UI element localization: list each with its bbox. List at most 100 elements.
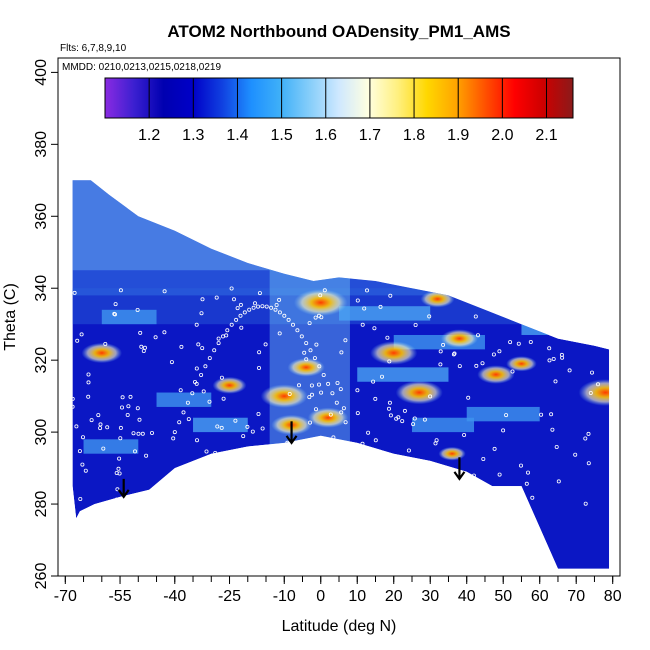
sample-point xyxy=(481,456,486,461)
sample-point xyxy=(194,464,199,469)
sample-point xyxy=(583,436,588,441)
sample-point xyxy=(219,425,224,430)
sample-point xyxy=(75,338,80,343)
sample-point xyxy=(411,422,416,427)
sample-point xyxy=(114,470,119,475)
sample-point xyxy=(400,419,405,424)
sample-point xyxy=(547,358,552,363)
sample-point xyxy=(204,449,209,454)
sample-point xyxy=(313,482,318,487)
sample-point xyxy=(142,345,147,350)
sample-point xyxy=(326,381,331,386)
sample-point xyxy=(332,447,337,452)
dates-subtitle: MMDD: 0210,0213,0215,0218,0219 xyxy=(62,62,221,73)
sample-point xyxy=(385,335,390,340)
sample-point xyxy=(177,420,182,425)
sample-point xyxy=(319,315,324,320)
sample-point xyxy=(477,302,482,307)
sample-point xyxy=(320,468,325,473)
sample-point xyxy=(297,453,302,458)
sample-point xyxy=(203,364,208,369)
sample-point xyxy=(484,483,489,488)
sample-point xyxy=(366,430,371,435)
sample-point xyxy=(212,348,217,353)
sample-point xyxy=(388,413,393,418)
sample-point xyxy=(260,426,265,431)
sample-point xyxy=(304,341,309,346)
sample-point xyxy=(330,391,335,396)
sample-point xyxy=(339,451,344,456)
sample-point xyxy=(508,340,513,345)
sample-point xyxy=(451,352,456,357)
x-axis: -70 -55 -40 -25 -10 0 10 20 30 40 50 60 70 80 xyxy=(54,576,622,605)
sample-point xyxy=(524,481,529,486)
colorbar-tick-label: 2.0 xyxy=(491,127,513,144)
sample-point xyxy=(118,436,123,441)
x-tick-label: -40 xyxy=(163,588,186,605)
sample-point xyxy=(586,431,591,436)
streak xyxy=(339,306,431,321)
sample-point xyxy=(596,382,601,387)
sample-point xyxy=(319,390,324,395)
sample-point xyxy=(370,496,375,501)
sample-point xyxy=(256,451,261,456)
sample-point xyxy=(480,361,485,366)
colorbar-tick-label: 1.7 xyxy=(359,127,381,144)
sample-point xyxy=(299,334,304,339)
sample-point xyxy=(178,388,183,393)
sample-point xyxy=(362,490,367,495)
sample-point xyxy=(583,501,588,506)
sample-point xyxy=(159,501,164,506)
sample-point xyxy=(275,482,280,487)
sample-point xyxy=(160,501,165,506)
sample-point xyxy=(571,316,576,321)
sample-point xyxy=(118,425,123,430)
sample-point xyxy=(96,413,101,418)
sample-point xyxy=(553,379,558,384)
colorbar: 1.2 1.3 1.4 1.5 1.6 1.7 1.8 1.9 2.0 2.1 xyxy=(104,77,574,144)
sample-point xyxy=(287,391,292,396)
sample-point xyxy=(118,288,123,293)
sample-point xyxy=(72,396,75,401)
sample-point xyxy=(528,339,533,344)
sample-point xyxy=(290,322,295,327)
sample-point xyxy=(588,390,593,395)
sample-point xyxy=(245,424,250,429)
sample-point xyxy=(593,309,598,314)
sample-point xyxy=(131,431,136,436)
sample-point xyxy=(114,497,119,502)
x-tick-label: 0 xyxy=(316,588,325,605)
sample-point xyxy=(256,411,261,416)
sample-point xyxy=(221,396,226,401)
sample-point xyxy=(308,485,313,490)
sample-point xyxy=(117,456,122,461)
sample-point xyxy=(194,381,199,386)
sample-point xyxy=(135,406,140,411)
hotspot xyxy=(212,376,247,394)
sample-point xyxy=(428,394,433,399)
sample-point xyxy=(434,438,439,443)
y-tick-label: 300 xyxy=(33,419,50,446)
sample-point xyxy=(337,490,342,495)
sample-point xyxy=(264,304,269,309)
hotspot xyxy=(307,407,349,428)
y-tick-label: 380 xyxy=(33,131,50,158)
sample-point xyxy=(341,406,346,411)
sample-point xyxy=(549,412,554,417)
sample-point xyxy=(89,418,94,423)
streak xyxy=(411,417,475,433)
sample-point xyxy=(277,331,282,336)
sample-point xyxy=(144,453,149,458)
sample-point xyxy=(239,325,244,330)
sample-point xyxy=(497,472,502,477)
sample-point xyxy=(316,382,321,387)
sample-point xyxy=(199,372,204,377)
sample-point xyxy=(317,364,322,369)
sample-point xyxy=(425,485,430,490)
sample-point xyxy=(215,424,220,429)
sample-point xyxy=(216,336,221,341)
y-tick-label: 360 xyxy=(33,203,50,230)
sample-point xyxy=(386,406,391,411)
sample-point xyxy=(172,430,177,435)
sample-point xyxy=(286,317,291,322)
